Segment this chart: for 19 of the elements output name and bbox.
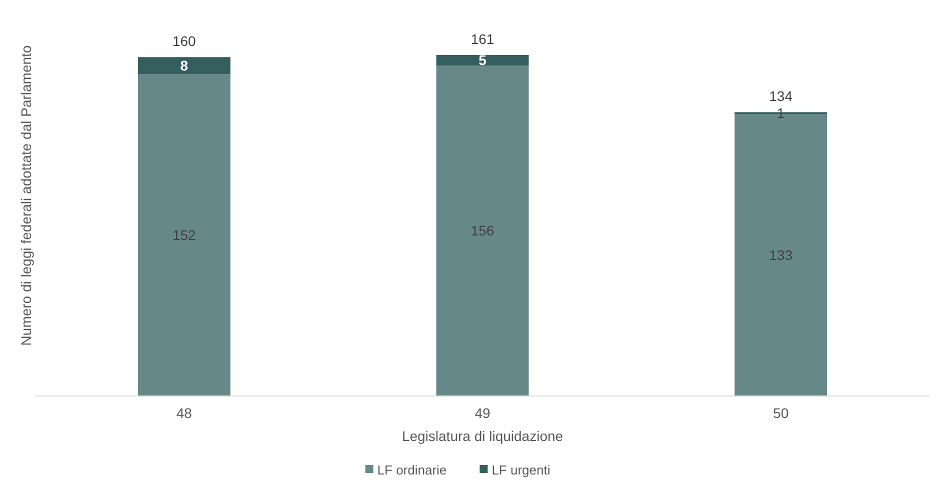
- data-label: 152: [172, 226, 196, 243]
- x-axis-title: Legislatura di liquidazione: [402, 428, 564, 444]
- legend-label: LF ordinarie: [377, 462, 447, 478]
- y-axis-title: Numero di leggi federali adottate dal Parlamento: [18, 45, 34, 346]
- total-label: 160: [172, 33, 196, 50]
- x-tick-label: 49: [474, 405, 490, 421]
- total-label: 134: [769, 88, 793, 104]
- data-label: 8: [180, 57, 188, 74]
- data-label: 5: [478, 52, 487, 68]
- bar: [138, 57, 230, 74]
- data-label: 133: [769, 247, 793, 264]
- legend-label: LF urgenti: [492, 462, 550, 478]
- bar: [436, 66, 529, 396]
- total-label: 161: [470, 31, 494, 47]
- x-tick-label: 50: [773, 405, 789, 421]
- bar: [138, 74, 230, 396]
- bar: [436, 55, 529, 66]
- x-tick-label: 48: [176, 405, 192, 421]
- data-label: 156: [470, 222, 494, 239]
